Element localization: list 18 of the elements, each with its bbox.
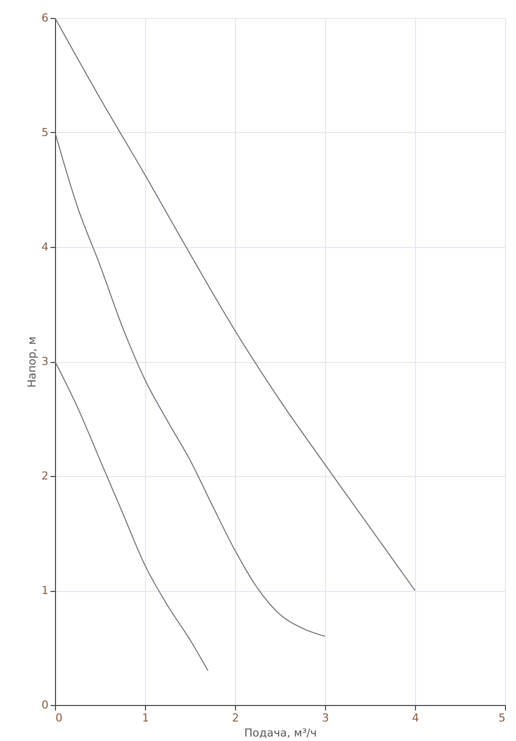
x-tick-label: 2 xyxy=(232,712,239,724)
x-axis-title: Подача, м³/ч xyxy=(244,726,317,740)
y-axis-title: Напор, м xyxy=(26,336,38,388)
x-tick-label: 4 xyxy=(412,712,419,724)
y-tick-label: 0 xyxy=(42,698,48,712)
x-tick-label: 0 xyxy=(56,712,62,724)
y-tick-label: 2 xyxy=(42,470,48,482)
line-series xyxy=(54,18,416,591)
x-tick-label: 3 xyxy=(322,712,329,724)
line-series xyxy=(54,361,208,672)
y-tick-label: 5 xyxy=(42,126,48,139)
line-series xyxy=(54,132,326,637)
y-tick-label: 1 xyxy=(42,584,48,597)
y-tick-label: 4 xyxy=(42,240,48,254)
y-tick-label: 6 xyxy=(42,12,48,24)
x-tick-label: 5 xyxy=(498,712,506,724)
x-tick-label: 1 xyxy=(142,712,149,724)
y-tick-label: 3 xyxy=(42,355,48,368)
